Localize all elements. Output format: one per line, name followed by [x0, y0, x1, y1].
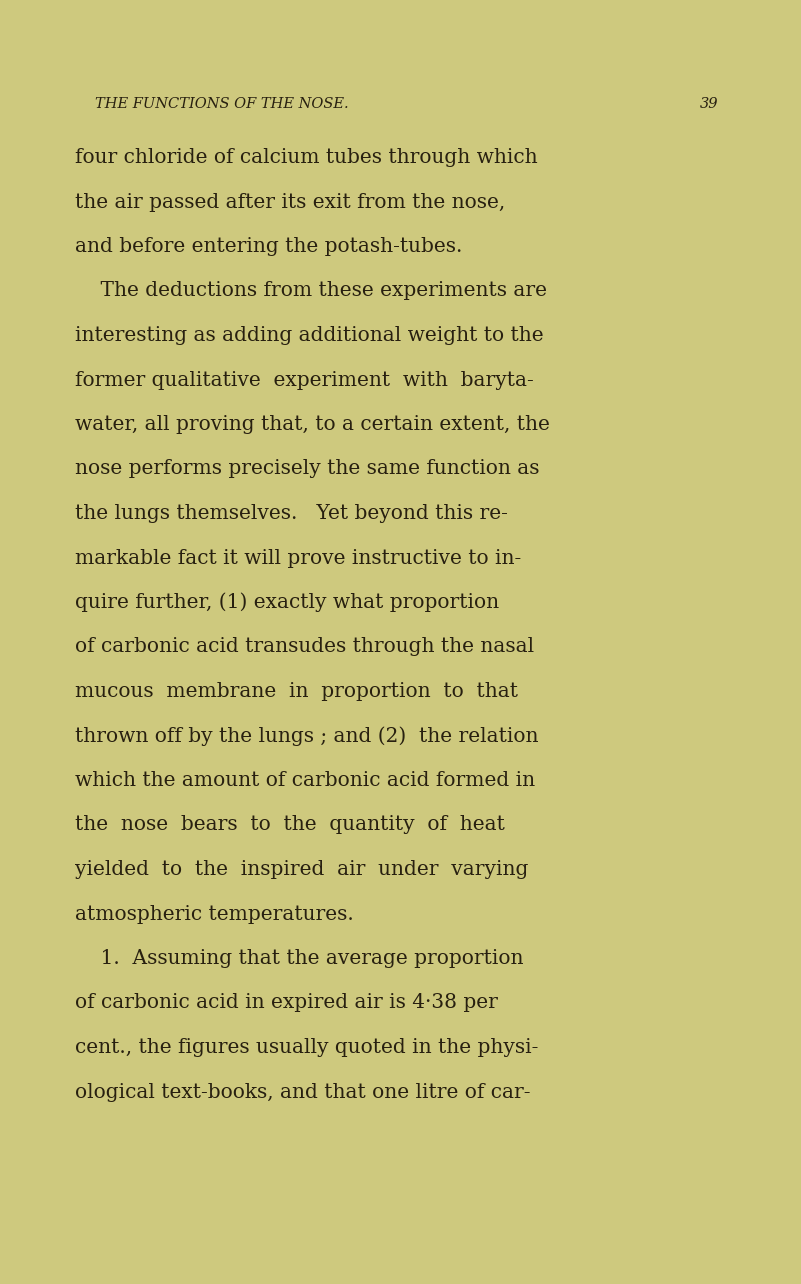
Text: yielded  to  the  inspired  air  under  varying: yielded to the inspired air under varyin…	[75, 860, 529, 880]
Text: 39: 39	[700, 98, 718, 110]
Text: markable fact it will prove instructive to in-: markable fact it will prove instructive …	[75, 548, 521, 568]
Text: former qualitative  experiment  with  baryta-: former qualitative experiment with baryt…	[75, 371, 533, 389]
Text: mucous  membrane  in  proportion  to  that: mucous membrane in proportion to that	[75, 682, 518, 701]
Text: nose performs precisely the same function as: nose performs precisely the same functio…	[75, 460, 540, 479]
Text: 1.  Assuming that the average proportion: 1. Assuming that the average proportion	[75, 949, 524, 968]
Text: THE FUNCTIONS OF THE NOSE.: THE FUNCTIONS OF THE NOSE.	[95, 98, 348, 110]
Text: interesting as adding additional weight to the: interesting as adding additional weight …	[75, 326, 544, 345]
Text: the air passed after its exit from the nose,: the air passed after its exit from the n…	[75, 193, 505, 212]
Text: The deductions from these experiments are: The deductions from these experiments ar…	[75, 281, 547, 300]
Text: ological text-books, and that one litre of car-: ological text-books, and that one litre …	[75, 1082, 530, 1102]
Text: thrown off by the lungs ; and (2)  the relation: thrown off by the lungs ; and (2) the re…	[75, 725, 538, 746]
Text: of carbonic acid transudes through the nasal: of carbonic acid transudes through the n…	[75, 637, 534, 656]
Text: the lungs themselves.   Yet beyond this re-: the lungs themselves. Yet beyond this re…	[75, 505, 508, 523]
Text: water, all proving that, to a certain extent, the: water, all proving that, to a certain ex…	[75, 415, 549, 434]
Text: atmospheric temperatures.: atmospheric temperatures.	[75, 904, 354, 923]
Text: four chloride of calcium tubes through which: four chloride of calcium tubes through w…	[75, 148, 537, 167]
Text: quire further, (1) exactly what proportion: quire further, (1) exactly what proporti…	[75, 592, 499, 612]
Text: of carbonic acid in expired air is 4·38 per: of carbonic acid in expired air is 4·38 …	[75, 994, 498, 1013]
Text: and before entering the potash-tubes.: and before entering the potash-tubes.	[75, 238, 462, 256]
Text: the  nose  bears  to  the  quantity  of  heat: the nose bears to the quantity of heat	[75, 815, 505, 835]
Text: which the amount of carbonic acid formed in: which the amount of carbonic acid formed…	[75, 770, 535, 790]
Text: cent., the figures usually quoted in the physi-: cent., the figures usually quoted in the…	[75, 1037, 538, 1057]
